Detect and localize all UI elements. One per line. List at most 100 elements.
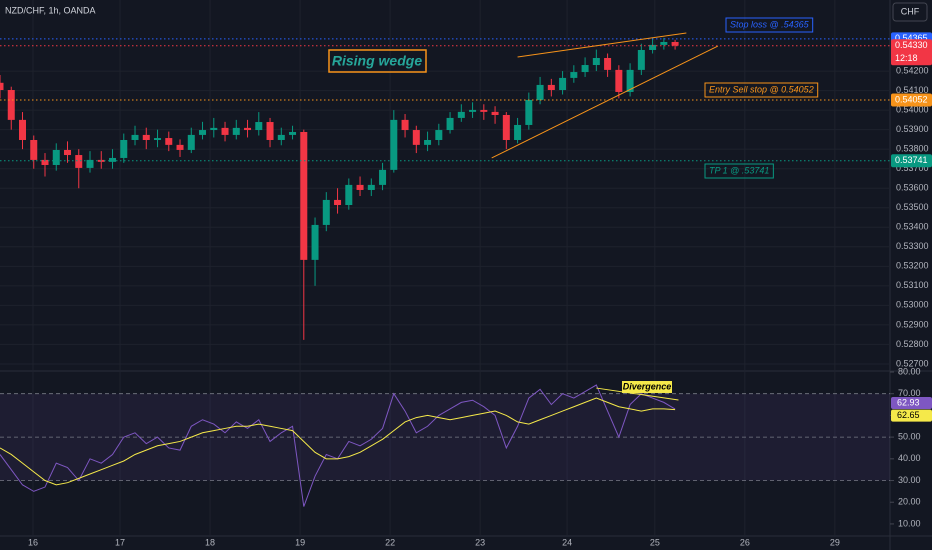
candle-body bbox=[525, 99, 533, 125]
candle-body bbox=[604, 57, 612, 70]
candle-body bbox=[64, 149, 72, 156]
y-tick-label: 0.53800 bbox=[896, 144, 929, 154]
price-level-tag bbox=[891, 154, 932, 168]
level-annotation: Entry Sell stop @ 0.54052 bbox=[709, 84, 814, 94]
x-tick-label: 29 bbox=[830, 537, 840, 547]
candle-body bbox=[345, 184, 353, 206]
candle-body bbox=[165, 138, 173, 145]
candle-body bbox=[480, 109, 488, 112]
candle-body bbox=[221, 127, 229, 135]
candle-body bbox=[131, 134, 139, 140]
candle-body bbox=[109, 157, 117, 162]
candle-body bbox=[592, 57, 600, 66]
candle-body bbox=[300, 131, 308, 260]
pattern-annotation: Rising wedge bbox=[332, 53, 422, 69]
candle-body bbox=[30, 139, 38, 160]
candle-body bbox=[311, 224, 319, 260]
trendline bbox=[517, 32, 687, 58]
divergence-annotation: Divergence bbox=[623, 381, 672, 391]
candle-body bbox=[626, 69, 634, 92]
annotation-box bbox=[328, 49, 427, 73]
candle-body bbox=[502, 115, 510, 140]
last-value-label: 62.93 bbox=[897, 397, 920, 407]
annotation-box bbox=[622, 381, 672, 393]
currency-button-label[interactable]: CHF bbox=[901, 6, 920, 16]
candle-body bbox=[154, 138, 162, 140]
x-tick-label: 16 bbox=[28, 537, 38, 547]
price-pane bbox=[0, 0, 890, 370]
candle-body bbox=[86, 159, 94, 168]
candle-body bbox=[255, 122, 263, 131]
candle-body bbox=[142, 134, 150, 140]
x-tick-label: 17 bbox=[115, 537, 125, 547]
y-tick-label: 40.00 bbox=[898, 453, 921, 463]
candle-body bbox=[0, 82, 4, 91]
price-level-tag bbox=[891, 93, 932, 107]
candle-body bbox=[660, 41, 668, 45]
price-level-label: 0.54052 bbox=[895, 94, 928, 104]
candle-body bbox=[457, 111, 465, 118]
candle-body bbox=[232, 127, 240, 135]
candle-body bbox=[615, 69, 623, 92]
currency-button[interactable] bbox=[892, 2, 928, 22]
candle-body bbox=[379, 169, 387, 185]
candle-body bbox=[75, 155, 83, 168]
x-tick-label: 18 bbox=[205, 537, 215, 547]
y-tick-label: 0.54200 bbox=[896, 65, 929, 75]
y-tick-label: 30.00 bbox=[898, 475, 921, 485]
y-tick-label: 0.53300 bbox=[896, 241, 929, 251]
y-tick-label: 0.53600 bbox=[896, 183, 929, 193]
y-tick-label: 0.53000 bbox=[896, 300, 929, 310]
candle-body bbox=[322, 199, 330, 225]
last-value-tag bbox=[891, 397, 932, 410]
candle-body bbox=[514, 124, 522, 140]
candle-body bbox=[491, 111, 499, 116]
x-tick-label: 19 bbox=[295, 537, 305, 547]
candle-body bbox=[176, 144, 184, 150]
x-tick-label: 23 bbox=[475, 537, 485, 547]
candle-body bbox=[187, 134, 195, 150]
y-tick-label: 0.53200 bbox=[896, 261, 929, 271]
level-annotation: Stop loss @ .54365 bbox=[730, 19, 810, 29]
candle-body bbox=[412, 130, 420, 145]
level-annotation: TP 1 @ .53741 bbox=[709, 165, 769, 175]
y-tick-label: 0.53400 bbox=[896, 222, 929, 232]
candle-body bbox=[266, 122, 274, 140]
candle-body bbox=[570, 72, 578, 78]
y-tick-label: 0.54000 bbox=[896, 104, 929, 114]
candle-body bbox=[469, 109, 477, 112]
y-tick-label: 0.53100 bbox=[896, 280, 929, 290]
candle-body bbox=[424, 139, 432, 145]
y-tick-label: 0.52800 bbox=[896, 339, 929, 349]
y-tick-label: 0.53700 bbox=[896, 163, 929, 173]
candle-body bbox=[244, 127, 252, 131]
price-level-label: 0.54365 bbox=[895, 33, 928, 43]
symbol: NZD/CHF, 1h, OANDA bbox=[5, 5, 96, 15]
y-tick-label: 50.00 bbox=[898, 431, 921, 441]
candle-body bbox=[401, 119, 409, 131]
y-tick-label: 0.53500 bbox=[896, 202, 929, 212]
candle-body bbox=[120, 139, 128, 158]
x-tick-label: 26 bbox=[740, 537, 750, 547]
price-level-label: 0.53741 bbox=[895, 155, 928, 165]
trendline bbox=[491, 45, 719, 159]
y-tick-label: 10.00 bbox=[898, 518, 921, 528]
candle-body bbox=[210, 127, 218, 131]
candle-body bbox=[19, 119, 27, 140]
candle-body bbox=[41, 159, 49, 165]
price-level-label: 0.54330 bbox=[895, 40, 928, 50]
candle-body bbox=[199, 130, 207, 135]
last-value-tag bbox=[891, 409, 932, 422]
candle-body bbox=[649, 44, 657, 50]
candle-body bbox=[536, 84, 544, 100]
candle-body bbox=[637, 49, 645, 70]
candle-body bbox=[581, 65, 589, 73]
price-level-tag bbox=[891, 39, 932, 66]
grid bbox=[0, 0, 894, 535]
y-tick-label: 20.00 bbox=[898, 497, 921, 507]
candle-body bbox=[52, 149, 60, 165]
candle-body bbox=[277, 134, 285, 140]
countdown: 12:18 bbox=[895, 53, 918, 63]
rsi-line bbox=[0, 397, 676, 486]
y-tick-label: 0.53900 bbox=[896, 124, 929, 134]
